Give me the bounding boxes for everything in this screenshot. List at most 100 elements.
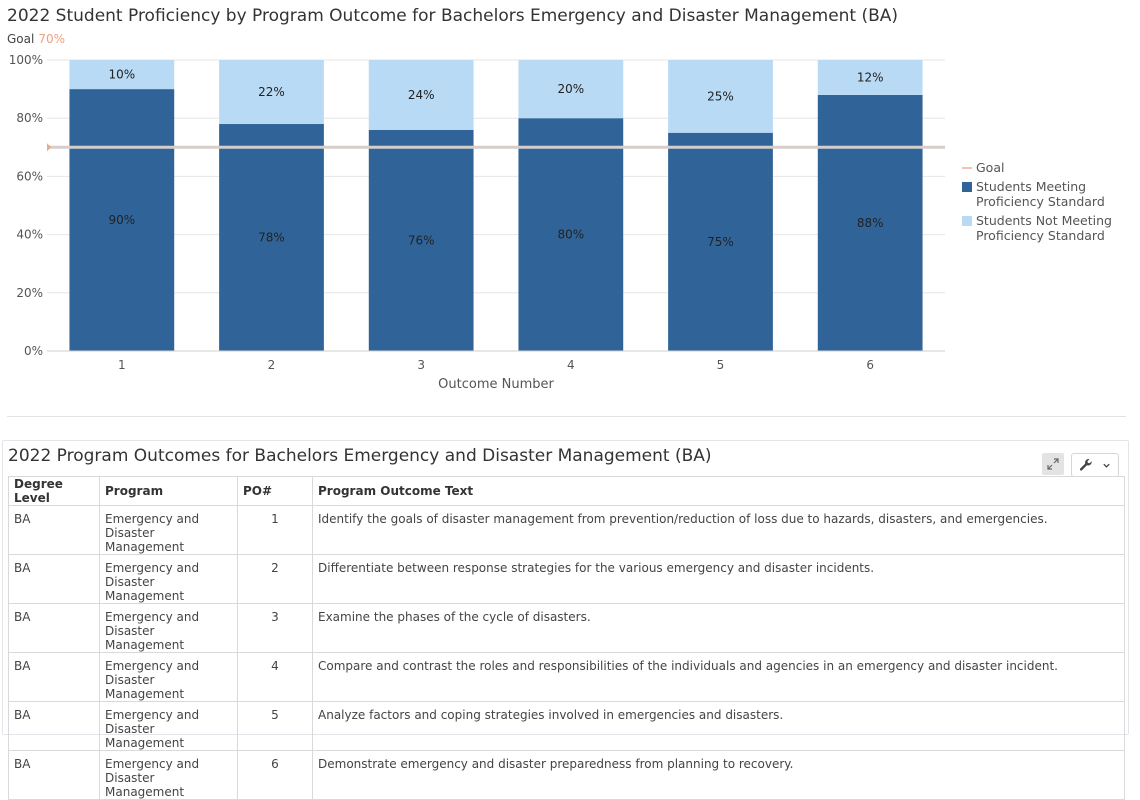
bar-not-meeting[interactable]: [518, 60, 624, 119]
legend-label-meeting-line2: Proficiency Standard: [976, 194, 1105, 209]
data-label: 25%: [707, 89, 734, 103]
x-axis-title: Outcome Number: [438, 377, 554, 392]
settings-dropdown-button[interactable]: [1071, 453, 1119, 477]
goal-caption-value: 70%: [38, 32, 65, 46]
cell-program-line2: Disaster Management: [105, 575, 185, 603]
bar-not-meeting[interactable]: [368, 60, 474, 130]
x-tick-label: 3: [417, 358, 425, 372]
cell-program: Emergency and Disaster Management: [99, 652, 238, 702]
data-label: 24%: [408, 88, 435, 102]
data-label: 10%: [108, 68, 135, 82]
chart-legend: Goal Students Meeting Proficiency Standa…: [962, 160, 1112, 247]
cell-program: Emergency and Disaster Management: [99, 505, 238, 555]
data-label: 80%: [557, 228, 584, 242]
bar-not-meeting[interactable]: [668, 60, 773, 133]
x-tick-label: 2: [268, 358, 276, 372]
cell-degree: BA: [8, 603, 100, 653]
cell-program-line2: Disaster Management: [105, 771, 185, 799]
x-tick-label: 6: [866, 358, 874, 372]
cell-degree: BA: [8, 652, 100, 702]
cell-program: Emergency and Disaster Management: [99, 554, 238, 604]
cell-po: 1: [237, 505, 313, 555]
cell-program-line2: Disaster Management: [105, 673, 185, 701]
cell-program-line1: Emergency and: [105, 757, 200, 771]
data-label: 12%: [857, 70, 884, 84]
program-outcomes-panel: 2022 Program Outcomes for Bachelors Emer…: [2, 440, 1129, 800]
goal-caption-label: Goal: [7, 32, 35, 46]
table-header-row: Degree Level Program PO# Program Outcome…: [8, 476, 1125, 506]
cell-po: 6: [237, 750, 313, 800]
bar-not-meeting[interactable]: [817, 60, 923, 95]
chart-title: 2022 Student Proficiency by Program Outc…: [7, 6, 899, 26]
data-label: 78%: [258, 231, 285, 245]
legend-label-not-meeting-line2: Proficiency Standard: [976, 228, 1105, 243]
legend-swatch-goal: [962, 167, 972, 169]
data-label: 20%: [557, 82, 584, 96]
table-row: BA Emergency and Disaster Management 1 Id…: [8, 505, 1125, 555]
legend-label-goal: Goal: [976, 160, 1005, 175]
bar-meeting[interactable]: [668, 132, 773, 351]
data-label: 76%: [408, 233, 435, 247]
legend-item-meeting[interactable]: Students Meeting Proficiency Standard: [962, 179, 1112, 209]
bar-meeting[interactable]: [368, 129, 474, 351]
bar-meeting[interactable]: [219, 124, 324, 352]
data-label: 75%: [707, 235, 734, 249]
goal-caption: Goal 70%: [7, 32, 65, 46]
table-row: BA Emergency and Disaster Management 6 De…: [8, 750, 1125, 800]
header-program[interactable]: Program: [99, 476, 238, 506]
cell-outcome-text: Identify the goals of disaster managemen…: [312, 505, 1125, 555]
expand-icon: [1047, 458, 1059, 470]
cell-program: Emergency and Disaster Management: [99, 750, 238, 800]
cell-program-line1: Emergency and: [105, 561, 200, 575]
cell-po: 4: [237, 652, 313, 702]
cell-program: Emergency and Disaster Management: [99, 603, 238, 653]
program-outcomes-table: Degree Level Program PO# Program Outcome…: [8, 476, 1125, 800]
cell-outcome-text: Analyze factors and coping strategies in…: [312, 701, 1125, 751]
x-tick-label: 1: [118, 358, 126, 372]
x-tick-label: 5: [717, 358, 725, 372]
header-po-number[interactable]: PO#: [237, 476, 313, 506]
cell-program-line1: Emergency and: [105, 659, 200, 673]
x-tick-label: 4: [567, 358, 575, 372]
cell-outcome-text: Examine the phases of the cycle of disas…: [312, 603, 1125, 653]
cell-program: Emergency and Disaster Management: [99, 701, 238, 751]
legend-item-goal[interactable]: Goal: [962, 160, 1112, 175]
y-tick-label: 100%: [9, 53, 43, 67]
y-tick-label: 40%: [16, 228, 43, 242]
cell-po: 2: [237, 554, 313, 604]
cell-degree: BA: [8, 701, 100, 751]
expand-button[interactable]: [1042, 453, 1064, 475]
legend-label-not-meeting-line1: Students Not Meeting: [976, 213, 1112, 228]
cell-program-line1: Emergency and: [105, 512, 200, 526]
bar-meeting[interactable]: [817, 94, 923, 352]
cell-degree: BA: [8, 554, 100, 604]
proficiency-bar-chart: 0% 20% 40% 60% 80% 100% 90% 10% 1 78% 22% 2 76% 24% 3 8…: [9, 53, 945, 392]
legend-swatch-not-meeting: [962, 216, 972, 226]
cell-outcome-text: Demonstrate emergency and disaster prepa…: [312, 750, 1125, 800]
bar-meeting[interactable]: [518, 118, 624, 351]
goal-marker: [47, 143, 51, 152]
bar-not-meeting[interactable]: [219, 60, 324, 125]
cell-po: 3: [237, 603, 313, 653]
cell-program-line2: Disaster Management: [105, 526, 185, 554]
table-row: BA Emergency and Disaster Management 5 An…: [8, 701, 1125, 751]
legend-swatch-meeting: [962, 182, 972, 192]
cell-program-line2: Disaster Management: [105, 624, 185, 652]
table-title: 2022 Program Outcomes for Bachelors Emer…: [8, 446, 712, 466]
bar-not-meeting[interactable]: [69, 60, 175, 90]
section-divider: [7, 416, 1126, 417]
y-tick-label: 20%: [16, 286, 43, 300]
data-label: 88%: [857, 216, 884, 230]
data-label: 90%: [108, 213, 135, 227]
cell-program-line2: Disaster Management: [105, 722, 185, 750]
table-row: BA Emergency and Disaster Management 4 Co…: [8, 652, 1125, 702]
bar-meeting[interactable]: [69, 89, 175, 351]
cell-program-line1: Emergency and: [105, 610, 200, 624]
legend-label-meeting-line1: Students Meeting: [976, 179, 1087, 194]
header-degree-level[interactable]: Degree Level: [8, 476, 100, 506]
y-tick-label: 80%: [16, 111, 43, 125]
cell-program-line1: Emergency and: [105, 708, 200, 722]
data-label: 22%: [258, 85, 285, 99]
header-outcome-text[interactable]: Program Outcome Text: [312, 476, 1125, 506]
legend-item-not-meeting[interactable]: Students Not Meeting Proficiency Standar…: [962, 213, 1112, 243]
